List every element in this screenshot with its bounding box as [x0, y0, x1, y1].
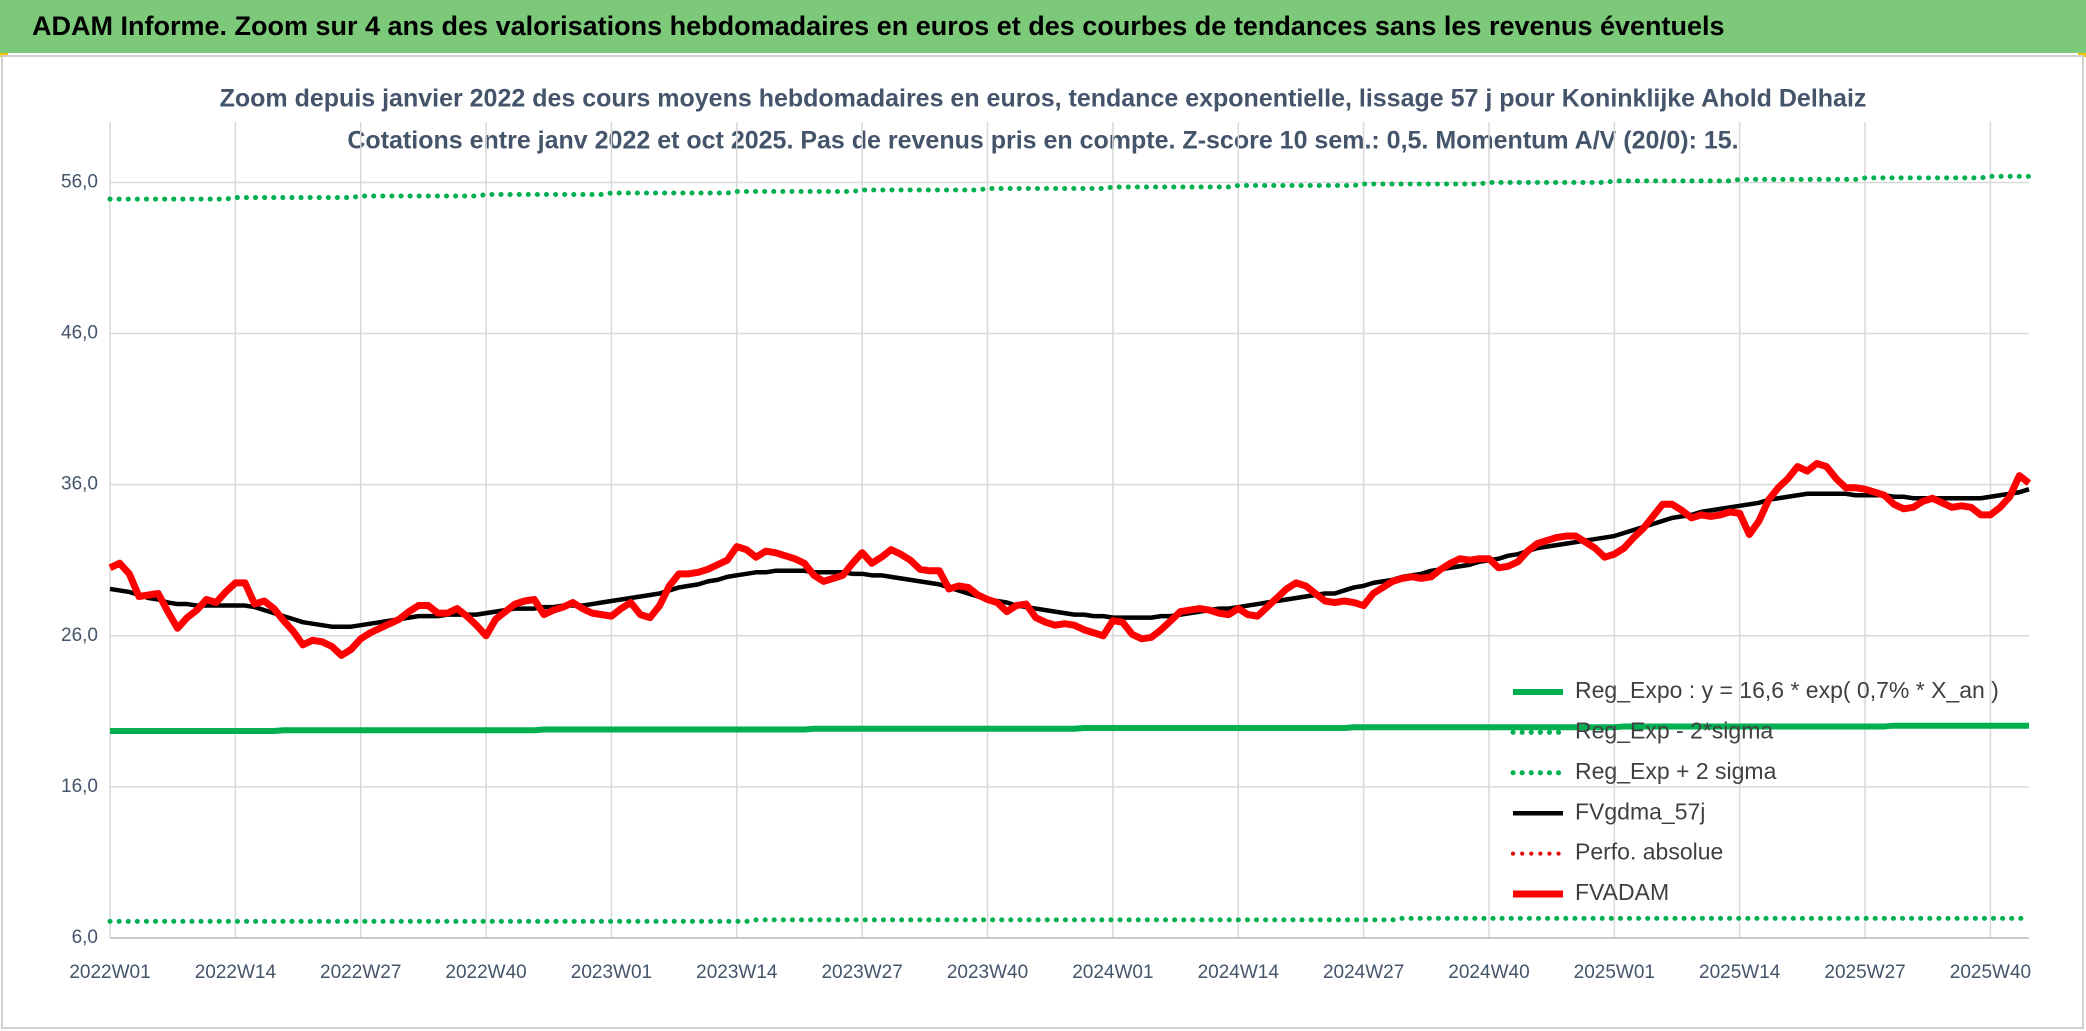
x-tick-label: 2023W27 [821, 962, 902, 983]
x-tick-label: 2022W14 [195, 962, 277, 983]
series-line [107, 173, 2032, 202]
legend-label: FVgdma_57j [1575, 798, 1705, 824]
series-line [107, 915, 2032, 924]
legend-label: Perfo. absolue [1575, 839, 1723, 865]
header-title: ADAM Informe. Zoom sur 4 ans des valoris… [32, 11, 1725, 41]
x-tick-label: 2024W01 [1072, 962, 1153, 983]
y-tick-label: 26,0 [61, 625, 98, 646]
legend: Reg_Expo : y = 16,6 * exp( 0,7% * X_an )… [1510, 677, 1999, 905]
y-tick-label: 36,0 [61, 474, 98, 495]
x-tick-label: 2023W01 [571, 962, 652, 983]
series-line [110, 722, 2029, 734]
x-tick-label: 2025W14 [1699, 962, 1781, 983]
y-tick-label: 16,0 [61, 776, 98, 797]
legend-label: FVADAM [1575, 879, 1669, 905]
y-tick-label: 6,0 [72, 927, 98, 948]
x-tick-label: 2025W40 [1950, 962, 2031, 983]
y-tick-label: 56,0 [61, 171, 98, 192]
header-band [0, 0, 2086, 53]
x-tick-label: 2024W14 [1198, 962, 1280, 983]
y-tick-label: 46,0 [61, 323, 98, 344]
chart-border [1, 55, 2084, 1029]
x-tick-label: 2022W27 [320, 962, 401, 983]
x-tick-label: 2023W40 [947, 962, 1028, 983]
x-tick-label: 2022W40 [445, 962, 526, 983]
series-line [109, 487, 2030, 629]
chart-title: Zoom depuis janvier 2022 des cours moyen… [220, 85, 1867, 113]
legend-label: Reg_Exp + 2 sigma [1575, 758, 1777, 784]
x-tick-label: 2024W40 [1448, 962, 1529, 983]
x-tick-label: 2024W27 [1323, 962, 1404, 983]
x-tick-label: 2022W01 [69, 962, 150, 983]
x-tick-label: 2025W01 [1574, 962, 1655, 983]
chart-subtitle: Cotations entre janv 2022 et oct 2025. P… [347, 127, 1738, 155]
x-tick-label: 2023W14 [696, 962, 778, 983]
legend-label: Reg_Expo : y = 16,6 * exp( 0,7% * X_an ) [1575, 677, 1999, 703]
x-tick-label: 2025W27 [1824, 962, 1905, 983]
legend-label: Reg_Exp - 2*sigma [1575, 717, 1773, 743]
series-line [108, 460, 2032, 659]
